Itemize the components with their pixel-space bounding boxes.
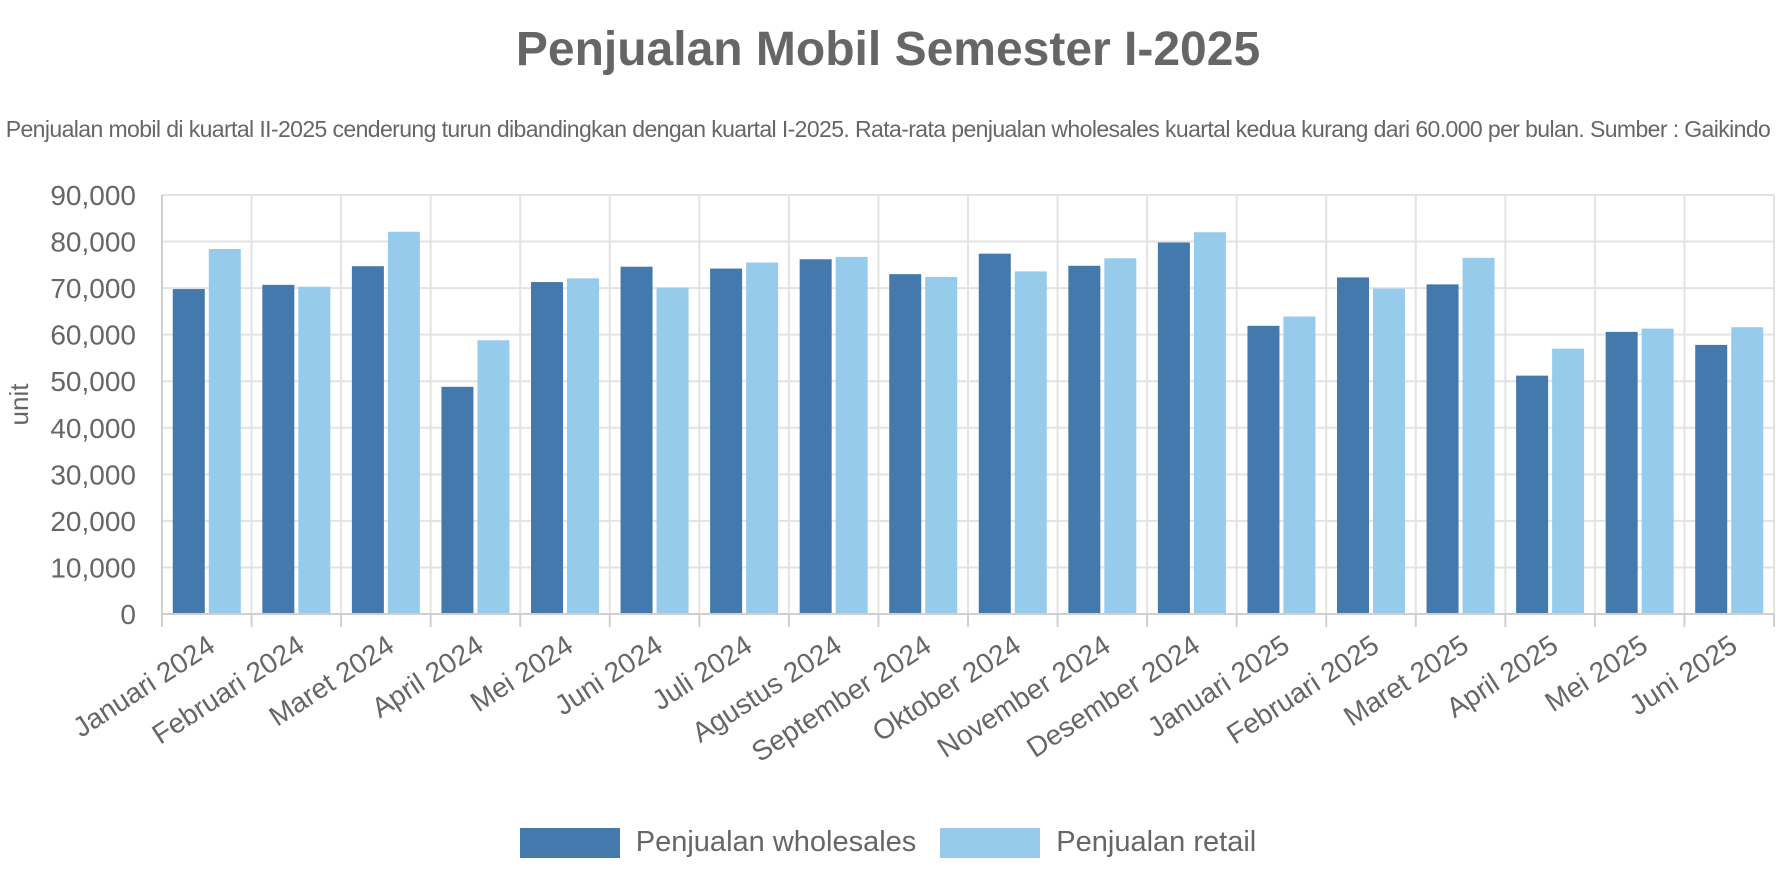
bar-retail <box>477 340 510 614</box>
y-tick-label: 80,000 <box>50 227 136 258</box>
y-tick-label: 10,000 <box>50 552 136 583</box>
chart-title: Penjualan Mobil Semester I-2025 <box>515 23 1261 76</box>
legend-item-retail[interactable]: Penjualan retail <box>940 826 1256 859</box>
bar-retail <box>1641 328 1674 614</box>
bar-retail <box>208 249 241 614</box>
legend-swatch-retail <box>940 827 1041 858</box>
bar-retail <box>1373 288 1405 614</box>
bar-retail <box>835 256 868 614</box>
grid-lines <box>161 194 1775 615</box>
legend-label-wholesales: Penjualan wholesales <box>635 826 917 858</box>
bar-retail <box>746 262 779 614</box>
bar-wholesales <box>978 253 1011 614</box>
legend-label-retail: Penjualan retail <box>1056 826 1257 858</box>
y-tick-label: 50,000 <box>50 366 136 397</box>
bar-retail <box>1283 316 1316 614</box>
y-tick-label: 70,000 <box>50 273 136 304</box>
bar-wholesales <box>620 266 653 614</box>
x-tick-label: Februari 2025 <box>1221 629 1384 750</box>
bar-wholesales <box>1157 242 1190 614</box>
bar-wholesales <box>531 282 563 614</box>
bar-retail <box>1193 232 1226 614</box>
y-axis-label: unit <box>4 383 34 426</box>
y-tick-label: 40,000 <box>50 413 136 444</box>
legend-item-wholesales[interactable]: Penjualan wholesales <box>519 826 917 859</box>
bar-wholesales <box>1247 325 1280 614</box>
y-tick-label: 90,000 <box>50 180 136 211</box>
bar-retail <box>925 276 958 614</box>
bar-retail <box>387 231 420 615</box>
bar-wholesales <box>441 386 474 614</box>
legend: Penjualan wholesales Penjualan retail <box>0 826 1776 859</box>
legend-swatch-wholesales <box>519 827 620 858</box>
bar-wholesales <box>1516 375 1549 614</box>
bar-wholesales <box>1426 284 1459 614</box>
y-tick-label: 60,000 <box>50 320 136 351</box>
bar-retail <box>298 286 331 614</box>
bar-wholesales <box>1695 344 1728 614</box>
bar-wholesales <box>172 289 205 614</box>
axes <box>161 195 1775 627</box>
bar-wholesales <box>1605 331 1638 614</box>
bar-retail <box>1552 348 1585 614</box>
bars <box>172 231 1764 615</box>
y-tick-label: 0 <box>120 599 136 630</box>
y-tick-labels: 0 10,000 20,000 30,000 40,000 50,000 60,000 70,… <box>50 180 136 630</box>
y-tick-label: 20,000 <box>50 506 136 537</box>
bar-retail <box>1462 257 1495 614</box>
bar-retail <box>1104 258 1137 614</box>
bar-wholesales <box>799 259 832 614</box>
bar-retail <box>567 278 599 614</box>
bar-retail <box>1014 271 1047 614</box>
bar-retail <box>1731 327 1764 614</box>
bar-wholesales <box>710 268 743 614</box>
chart-subtitle: Penjualan mobil di kuartal II-2025 cende… <box>5 116 1771 142</box>
bar-wholesales <box>889 274 922 614</box>
bar-wholesales <box>1337 277 1369 614</box>
bar-wholesales <box>1068 265 1101 614</box>
x-tick-label: Februari 2024 <box>147 629 310 750</box>
bar-wholesales <box>351 266 384 614</box>
y-tick-label: 30,000 <box>50 459 136 490</box>
bar-retail <box>656 287 689 614</box>
bar-wholesales <box>262 284 295 614</box>
